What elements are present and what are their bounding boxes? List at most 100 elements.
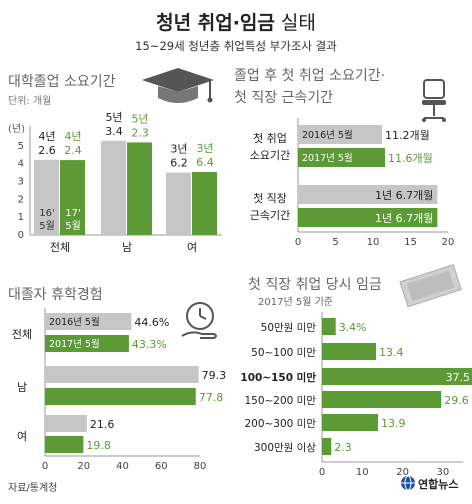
wage-value-label: 2.3	[334, 441, 352, 454]
leave-x-tick: 80	[194, 461, 207, 472]
first-job-title-line1: 졸업 후 첫 취업 소요기간·	[234, 68, 385, 84]
logo-text: 연합뉴스	[418, 477, 458, 491]
leave-bar	[45, 335, 129, 352]
first-job-title-line2: 첫 직장 근속기간	[234, 90, 333, 106]
leave-value-label: 77.8	[199, 391, 224, 404]
wage-value-label: 3.4%	[339, 321, 367, 334]
graduation-title: 대학졸업 소요기간	[8, 74, 116, 90]
graduation-y-tick: 5	[18, 141, 24, 152]
wage-x-tick: 20	[396, 467, 409, 478]
leave-year-label: 2017년 5월	[49, 338, 100, 350]
wage-value-label: 29.6	[444, 394, 469, 407]
graduation-bar	[166, 172, 191, 235]
wage-x-tick: 0	[319, 467, 325, 478]
wage-category-label: 200~300 미만	[244, 418, 316, 430]
graduation-legend-month: 5월	[65, 220, 81, 232]
wage-bar	[322, 318, 336, 335]
graduation-y-tick: 4	[18, 159, 24, 170]
first-job-bar	[298, 208, 438, 227]
first-job-bar	[298, 148, 385, 167]
clock-hand-icon	[181, 302, 217, 339]
wage-value-label: 37.5	[446, 371, 471, 384]
graduation-unit: 단위: 개월	[8, 94, 51, 107]
first-job-bar	[298, 185, 438, 204]
graduation-legend-year: 17'	[65, 208, 80, 219]
graduation-bar-label-years: 5년	[105, 111, 122, 124]
leave-bar	[45, 415, 87, 432]
leave-x-tick: 40	[116, 461, 129, 472]
graduation-category-label: 남	[122, 241, 132, 254]
first-job-value-label: 1년 6.7개월	[375, 212, 433, 225]
graduation-y-tick: 3	[18, 177, 24, 188]
first-job-value-label: 11.6개월	[388, 152, 433, 165]
leave-group-label: 여	[17, 430, 27, 443]
wage-bar	[322, 343, 376, 360]
title-suffix: 실태	[281, 12, 316, 34]
wage-category-label: 50만원 미만	[261, 322, 317, 334]
leave-group-label: 남	[17, 381, 27, 394]
leave-bar	[45, 388, 196, 405]
graduation-bar	[127, 142, 152, 235]
graduation-legend-month: 5월	[39, 220, 55, 232]
first-job-x-tick: 5	[332, 237, 338, 248]
leave-group-label: 전체	[12, 328, 32, 341]
first-job-bar	[298, 125, 382, 144]
graduation-category-label: 여	[187, 241, 197, 254]
wage-category-label: 150~200 미만	[244, 395, 316, 407]
first-job-group-label: 소요기간	[250, 149, 290, 162]
wage-category-label: 100~150 미만	[240, 371, 316, 384]
first-job-x-tick: 20	[442, 237, 455, 248]
wage-bar	[322, 368, 472, 385]
leave-bar	[45, 436, 84, 453]
first-job-x-tick: 10	[367, 237, 380, 248]
leave-bar	[45, 366, 199, 383]
source-text: 자료/통계청	[8, 482, 57, 494]
leave-value-label: 44.6%	[134, 316, 169, 329]
wage-chart: 0 10 20 30 50만원 미만 3.4% 50~100 미만 13.4 100~150 미…	[240, 312, 472, 478]
office-chair-icon	[422, 79, 446, 122]
graduation-bar-label-months: 6.2	[170, 157, 188, 170]
graduation-category-label: 전체	[50, 241, 70, 254]
leave-value-label: 21.6	[90, 418, 115, 431]
leave-bar	[45, 313, 132, 330]
title-main: 청년 취업·임금	[156, 12, 275, 34]
graduation-bar-label-months: 2.6	[38, 144, 56, 157]
graduation-bar-label-years: 3년	[196, 142, 213, 155]
graduation-bar-label-months: 3.4	[105, 125, 123, 138]
leave-value-label: 43.3%	[132, 338, 167, 351]
graduation-bar-label-months: 2.3	[131, 126, 149, 139]
wage-x-tick: 10	[356, 467, 369, 478]
graduation-cap-icon	[142, 68, 214, 103]
first-job-x-tick: 15	[404, 237, 417, 248]
globe-logo-icon	[401, 475, 415, 491]
graduation-bar-label-years: 3년	[170, 143, 187, 156]
leave-value-label: 79.3	[202, 369, 227, 382]
graduation-bar	[60, 160, 85, 235]
graduation-y-tick: 0	[18, 230, 24, 241]
wage-value-label: 13.4	[379, 346, 404, 359]
graduation-y-tick: 2	[18, 194, 24, 205]
graduation-bar-label-years: 4년	[64, 130, 81, 143]
graduation-bar-label-years: 5년	[131, 112, 148, 125]
graduation-bar	[192, 171, 217, 235]
leave-x-tick: 20	[77, 461, 90, 472]
leave-x-tick: 60	[155, 461, 168, 472]
wage-category-label: 50~100 미만	[251, 347, 316, 359]
first-job-x-tick: 0	[295, 237, 301, 248]
first-job-group-label: 근속기간	[250, 209, 290, 222]
graduation-bar-label-years: 4년	[38, 130, 55, 143]
graduation-bar	[101, 140, 126, 235]
wage-title: 첫 직장 취업 당시 임금	[248, 277, 382, 293]
graduation-y-tick: 1	[18, 212, 24, 223]
leave-title: 대졸자 휴학경험	[8, 287, 103, 303]
page-title: 청년 취업·임금 실태	[156, 12, 316, 34]
graduation-chart: 0123454년2.616'5월4년2.417'5월전체5년3.45년2.3남3…	[18, 111, 222, 254]
leave-chart: 0 20 40 60 80 전체 2016년 5월 44.6% 2017년 5월 43.3% 남 79…	[12, 308, 226, 472]
graduation-bar-label-months: 6.4	[196, 156, 214, 169]
first-job-group-label: 첫 취업	[253, 132, 287, 145]
graduation-y-unit: (년)	[8, 123, 25, 135]
leave-x-tick: 0	[42, 461, 48, 472]
